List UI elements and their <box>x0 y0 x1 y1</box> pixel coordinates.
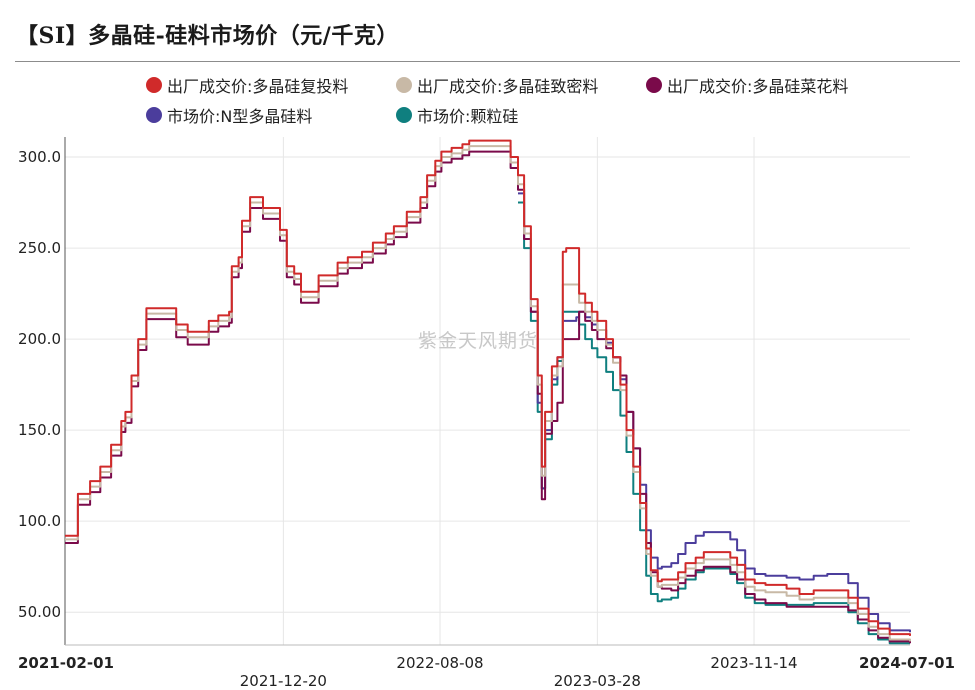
y-tick-label: 100.0 <box>18 512 61 530</box>
x-tick-label: 2024-07-01 <box>859 654 955 672</box>
x-tick-label: 2023-11-14 <box>710 654 797 672</box>
y-tick-label: 50.00 <box>18 603 61 621</box>
series-line-1 <box>65 139 911 636</box>
series-line-3 <box>65 150 911 644</box>
series-line-2 <box>65 145 911 642</box>
x-tick-label: 2021-02-01 <box>18 654 114 672</box>
x-tick-label: 2022-08-08 <box>396 654 483 672</box>
y-tick-label: 250.0 <box>18 239 61 257</box>
title-divider <box>15 61 960 62</box>
watermark: 紫金天风期货 <box>418 330 539 352</box>
series-line-5 <box>518 201 910 645</box>
chart-title: 【SI】多晶硅-硅料市场价（元/千克） <box>16 23 399 49</box>
x-tick-label: 2021-12-20 <box>240 672 327 690</box>
tick-labels: 50.00 100.0 150.0 200.0 250.0 300.0 2021-02-01… <box>18 148 955 690</box>
gridlines <box>65 137 910 645</box>
series-lines <box>65 139 911 645</box>
axes <box>64 137 910 646</box>
y-tick-label: 200.0 <box>18 330 61 348</box>
x-tick-label: 2023-03-28 <box>554 672 641 690</box>
y-tick-label: 150.0 <box>18 421 61 439</box>
y-tick-label: 300.0 <box>18 148 61 166</box>
